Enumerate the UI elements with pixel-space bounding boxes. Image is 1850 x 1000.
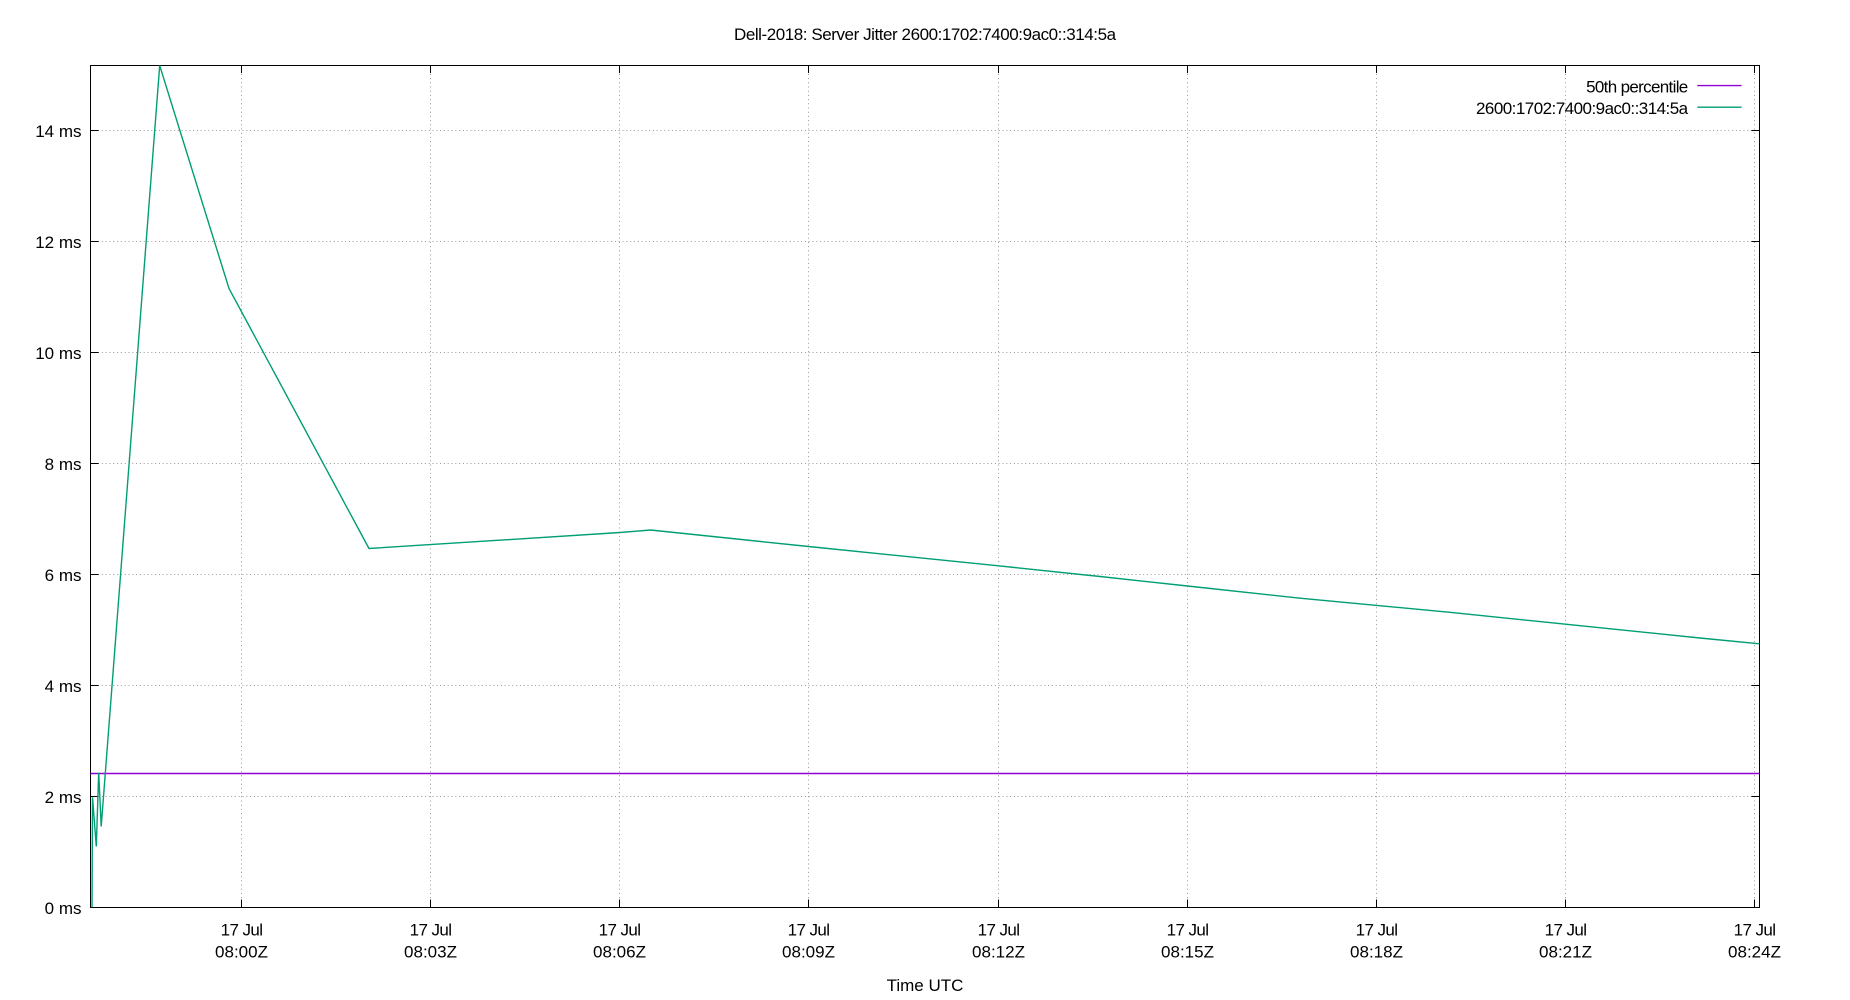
svg-text:17 Jul: 17 Jul: [1356, 921, 1398, 940]
svg-text:08:03Z: 08:03Z: [404, 943, 457, 962]
svg-text:08:06Z: 08:06Z: [593, 943, 646, 962]
svg-text:Time UTC: Time UTC: [887, 976, 964, 995]
svg-text:4 ms: 4 ms: [45, 677, 82, 696]
svg-text:08:18Z: 08:18Z: [1350, 943, 1403, 962]
svg-text:14 ms: 14 ms: [35, 122, 81, 141]
svg-text:10 ms: 10 ms: [35, 344, 81, 363]
svg-text:17 Jul: 17 Jul: [1734, 921, 1776, 940]
svg-text:17 Jul: 17 Jul: [221, 921, 263, 940]
svg-text:6 ms: 6 ms: [45, 566, 82, 585]
svg-text:08:12Z: 08:12Z: [972, 943, 1025, 962]
svg-text:17 Jul: 17 Jul: [1167, 921, 1209, 940]
svg-text:Dell-2018: Server Jitter 2600:: Dell-2018: Server Jitter 2600:1702:7400:…: [734, 25, 1117, 44]
svg-text:17 Jul: 17 Jul: [978, 921, 1020, 940]
svg-text:08:21Z: 08:21Z: [1539, 943, 1592, 962]
svg-text:17 Jul: 17 Jul: [410, 921, 452, 940]
svg-text:8 ms: 8 ms: [45, 455, 82, 474]
svg-text:17 Jul: 17 Jul: [1545, 921, 1587, 940]
svg-text:0 ms: 0 ms: [45, 899, 82, 918]
svg-text:08:24Z: 08:24Z: [1728, 943, 1781, 962]
svg-text:17 Jul: 17 Jul: [599, 921, 641, 940]
svg-text:2 ms: 2 ms: [45, 788, 82, 807]
svg-text:50th percentile: 50th percentile: [1586, 77, 1688, 96]
svg-text:08:09Z: 08:09Z: [782, 943, 835, 962]
svg-text:08:15Z: 08:15Z: [1161, 943, 1214, 962]
svg-text:08:00Z: 08:00Z: [215, 943, 268, 962]
svg-text:12 ms: 12 ms: [35, 233, 81, 252]
svg-text:2600:1702:7400:9ac0::314:5a: 2600:1702:7400:9ac0::314:5a: [1476, 99, 1689, 118]
svg-text:17 Jul: 17 Jul: [788, 921, 830, 940]
